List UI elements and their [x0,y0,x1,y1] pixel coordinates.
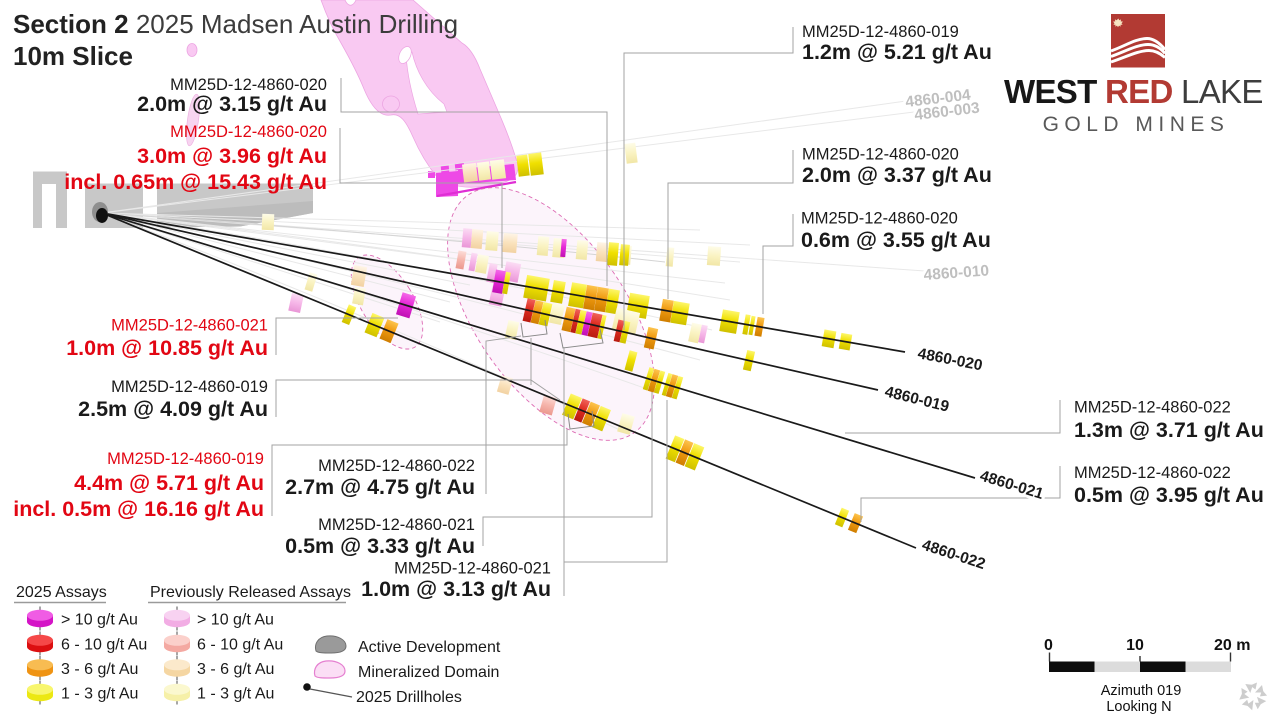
svg-text:10: 10 [1126,637,1144,654]
svg-text:> 10 g/t Au: > 10 g/t Au [197,612,274,629]
svg-text:2.5m @ 4.09 g/t Au: 2.5m @ 4.09 g/t Au [78,397,268,421]
svg-text:incl. 0.65m @ 15.43 g/t Au: incl. 0.65m @ 15.43 g/t Au [64,170,327,194]
svg-text:MM25D-12-4860-022: MM25D-12-4860-022 [318,457,475,475]
svg-text:MM25D-12-4860-020: MM25D-12-4860-020 [801,210,958,228]
svg-text:MM25D-12-4860-021: MM25D-12-4860-021 [111,317,268,335]
svg-text:MM25D-12-4860-019: MM25D-12-4860-019 [111,378,268,396]
svg-text:Mineralized Domain: Mineralized Domain [358,664,499,681]
svg-text:1.3m @ 3.71 g/t Au: 1.3m @ 3.71 g/t Au [1074,418,1264,442]
svg-text:6 - 10 g/t Au: 6 - 10 g/t Au [61,637,147,654]
svg-text:2.7m @ 4.75 g/t Au: 2.7m @ 4.75 g/t Au [285,475,475,499]
svg-text:2025 Drillholes: 2025 Drillholes [356,689,462,706]
svg-text:0.5m @ 3.95 g/t Au: 0.5m @ 3.95 g/t Au [1074,483,1264,507]
svg-text:MM25D-12-4860-019: MM25D-12-4860-019 [802,23,959,41]
svg-text:1.2m @ 5.21 g/t Au: 1.2m @ 5.21 g/t Au [802,40,992,64]
svg-text:2.0m @ 3.15 g/t Au: 2.0m @ 3.15 g/t Au [137,92,327,116]
svg-text:Azimuth 019: Azimuth 019 [1101,683,1182,699]
svg-text:Active Development: Active Development [358,639,501,656]
svg-text:10m Slice: 10m Slice [13,41,133,71]
svg-text:1 - 3 g/t Au: 1 - 3 g/t Au [61,686,138,703]
svg-text:MM25D-12-4860-022: MM25D-12-4860-022 [1074,399,1231,417]
svg-text:Previously Released Assays: Previously Released Assays [150,584,351,601]
svg-text:4.4m @ 5.71 g/t Au: 4.4m @ 5.71 g/t Au [74,471,264,495]
svg-text:MM25D-12-4860-020: MM25D-12-4860-020 [802,146,959,164]
svg-text:1.0m @ 10.85 g/t Au: 1.0m @ 10.85 g/t Au [66,336,268,360]
svg-text:0.6m @ 3.55 g/t Au: 0.6m @ 3.55 g/t Au [801,228,991,252]
svg-text:MM25D-12-4860-020: MM25D-12-4860-020 [170,76,327,94]
svg-text:MM25D-12-4860-020: MM25D-12-4860-020 [170,123,327,141]
svg-text:3 - 6 g/t Au: 3 - 6 g/t Au [61,661,138,678]
svg-text:20 m: 20 m [1214,637,1250,654]
svg-text:2025 Assays: 2025 Assays [16,584,107,601]
svg-text:1.0m @ 3.13 g/t Au: 1.0m @ 3.13 g/t Au [361,577,551,601]
svg-text:Section 2 2025 Madsen Austin D: Section 2 2025 Madsen Austin Drilling [13,9,458,39]
svg-text:3.0m @ 3.96 g/t Au: 3.0m @ 3.96 g/t Au [137,144,327,168]
svg-text:6 - 10 g/t Au: 6 - 10 g/t Au [197,637,283,654]
svg-text:3 - 6 g/t Au: 3 - 6 g/t Au [197,661,274,678]
svg-text:incl. 0.5m @ 16.16 g/t Au: incl. 0.5m @ 16.16 g/t Au [13,497,264,521]
svg-text:MM25D-12-4860-021: MM25D-12-4860-021 [318,516,475,534]
svg-text:GOLD MINES: GOLD MINES [1043,113,1230,136]
svg-text:0.5m @ 3.33 g/t Au: 0.5m @ 3.33 g/t Au [285,534,475,558]
svg-text:MM25D-12-4860-022: MM25D-12-4860-022 [1074,464,1231,482]
svg-text:2.0m @ 3.37 g/t Au: 2.0m @ 3.37 g/t Au [802,163,992,187]
svg-text:MM25D-12-4860-019: MM25D-12-4860-019 [107,450,264,468]
svg-text:MM25D-12-4860-021: MM25D-12-4860-021 [394,560,551,578]
svg-text:1 - 3 g/t Au: 1 - 3 g/t Au [197,686,274,703]
svg-text:WEST RED LAKE: WEST RED LAKE [1004,73,1263,110]
svg-text:0: 0 [1044,637,1053,654]
svg-text:> 10 g/t Au: > 10 g/t Au [61,612,138,629]
svg-text:Looking N: Looking N [1106,699,1171,715]
